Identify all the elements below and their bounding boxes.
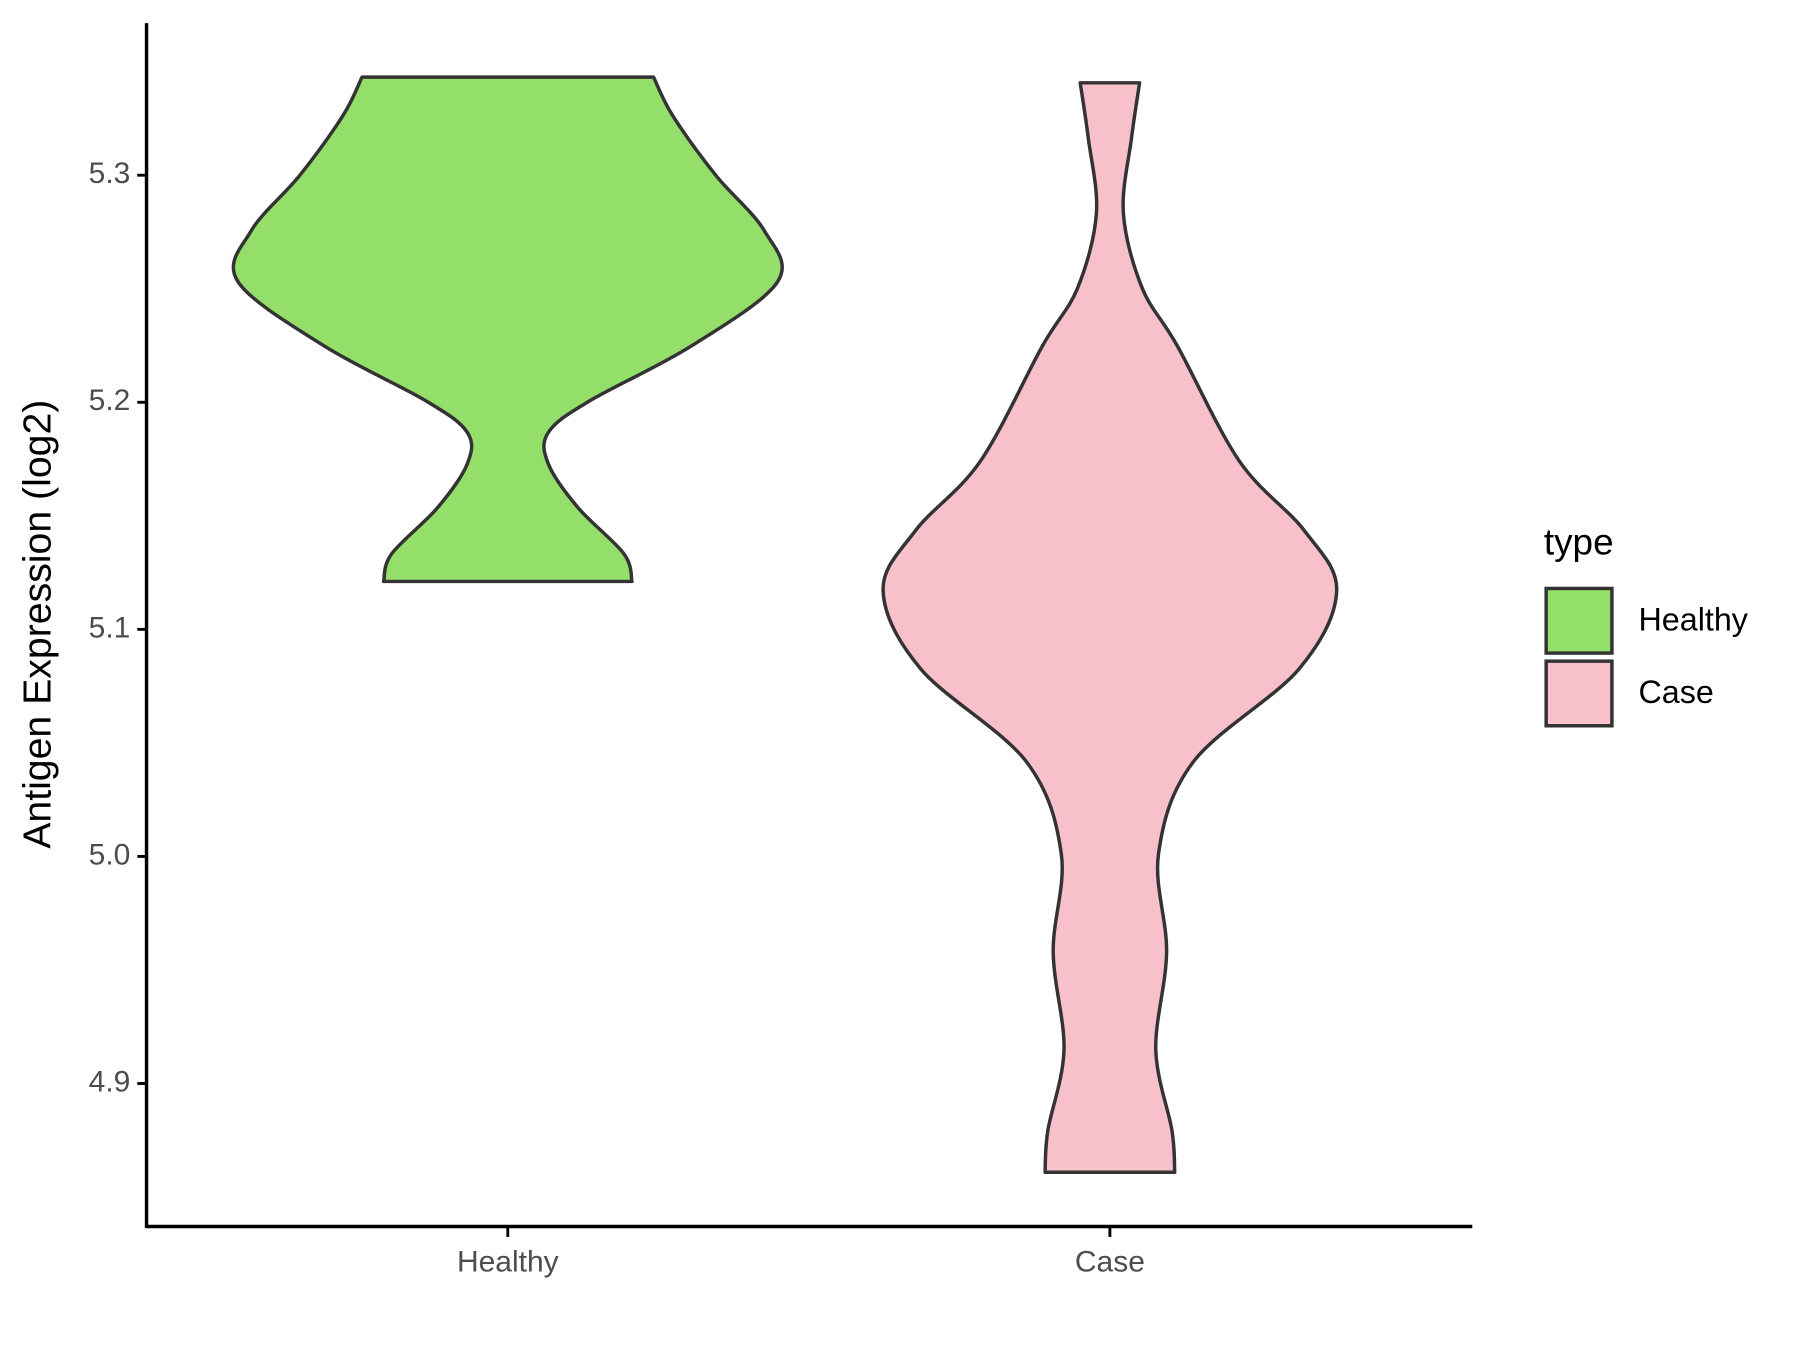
legend-label: Healthy — [1638, 601, 1748, 637]
y-tick-label: 5.0 — [89, 838, 131, 871]
y-tick-label: 4.9 — [89, 1065, 131, 1098]
y-axis-label: Antigen Expression (log2) — [16, 400, 60, 849]
legend-title: type — [1544, 521, 1614, 562]
legend-key — [1544, 586, 1614, 655]
y-tick-label: 5.3 — [89, 157, 131, 190]
x-tick-label: Healthy — [457, 1245, 559, 1278]
legend-key — [1544, 659, 1614, 728]
violin — [881, 81, 1339, 1175]
violin — [231, 75, 784, 584]
legend-label: Case — [1638, 674, 1713, 710]
y-tick-label: 5.1 — [89, 611, 131, 644]
x-tick-label: Case — [1075, 1245, 1145, 1278]
y-tick-label: 5.2 — [89, 384, 131, 417]
